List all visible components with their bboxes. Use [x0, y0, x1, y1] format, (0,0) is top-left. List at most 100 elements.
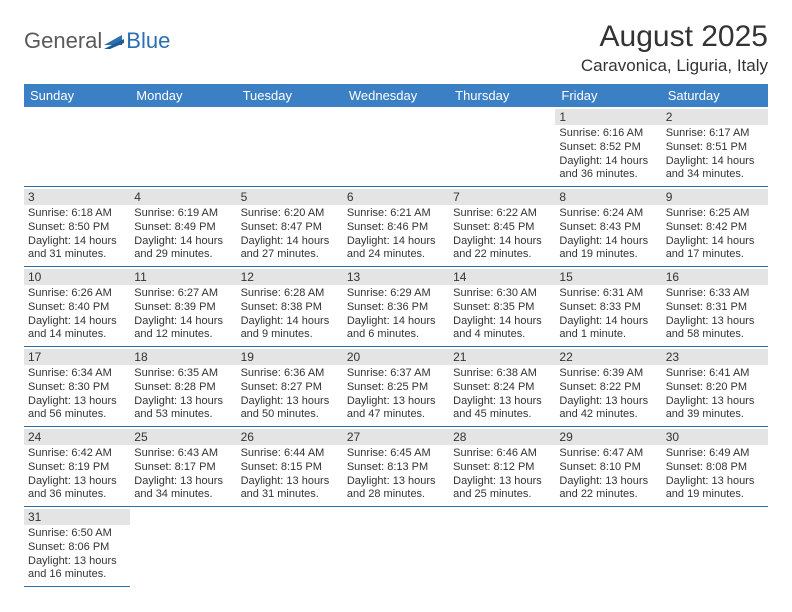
- sunset-text: Sunset: 8:17 PM: [134, 461, 232, 475]
- sunset-text: Sunset: 8:51 PM: [666, 141, 764, 155]
- sunrise-text: Sunrise: 6:34 AM: [28, 367, 126, 381]
- calendar-empty-cell: [343, 507, 449, 587]
- daylight-text: Daylight: 14 hours: [666, 155, 764, 169]
- sunset-text: Sunset: 8:50 PM: [28, 221, 126, 235]
- daylight-text: Daylight: 14 hours: [559, 235, 657, 249]
- daylight-text: Daylight: 14 hours: [559, 155, 657, 169]
- day-number: 26: [237, 429, 343, 445]
- sunrise-text: Sunrise: 6:46 AM: [453, 447, 551, 461]
- daylight-text: and 12 minutes.: [134, 328, 232, 342]
- day-number: 30: [662, 429, 768, 445]
- sunset-text: Sunset: 8:19 PM: [28, 461, 126, 475]
- sunrise-text: Sunrise: 6:20 AM: [241, 207, 339, 221]
- daylight-text: and 27 minutes.: [241, 248, 339, 262]
- title-block: August 2025 Caravonica, Liguria, Italy: [581, 20, 768, 76]
- calendar-day-cell: 21Sunrise: 6:38 AMSunset: 8:24 PMDayligh…: [449, 347, 555, 427]
- daylight-text: Daylight: 13 hours: [666, 395, 764, 409]
- calendar-day-cell: 29Sunrise: 6:47 AMSunset: 8:10 PMDayligh…: [555, 427, 661, 507]
- day-number: 18: [130, 349, 236, 365]
- calendar-table: SundayMondayTuesdayWednesdayThursdayFrid…: [24, 84, 768, 587]
- sunrise-text: Sunrise: 6:41 AM: [666, 367, 764, 381]
- daylight-text: Daylight: 13 hours: [559, 475, 657, 489]
- sunrise-text: Sunrise: 6:49 AM: [666, 447, 764, 461]
- daylight-text: and 6 minutes.: [347, 328, 445, 342]
- day-number: 20: [343, 349, 449, 365]
- brand-part2: Blue: [126, 28, 170, 54]
- day-header: Sunday: [24, 84, 130, 107]
- calendar-day-cell: 20Sunrise: 6:37 AMSunset: 8:25 PMDayligh…: [343, 347, 449, 427]
- day-number: 7: [449, 189, 555, 205]
- daylight-text: Daylight: 13 hours: [28, 395, 126, 409]
- daylight-text: Daylight: 14 hours: [134, 235, 232, 249]
- daylight-text: and 47 minutes.: [347, 408, 445, 422]
- day-number: 28: [449, 429, 555, 445]
- calendar-day-cell: 12Sunrise: 6:28 AMSunset: 8:38 PMDayligh…: [237, 267, 343, 347]
- day-number: 16: [662, 269, 768, 285]
- day-number: 31: [24, 509, 130, 525]
- daylight-text: Daylight: 13 hours: [28, 475, 126, 489]
- calendar-day-cell: 11Sunrise: 6:27 AMSunset: 8:39 PMDayligh…: [130, 267, 236, 347]
- sunrise-text: Sunrise: 6:47 AM: [559, 447, 657, 461]
- calendar-day-cell: 2Sunrise: 6:17 AMSunset: 8:51 PMDaylight…: [662, 107, 768, 187]
- sunrise-text: Sunrise: 6:35 AM: [134, 367, 232, 381]
- sunset-text: Sunset: 8:24 PM: [453, 381, 551, 395]
- day-number: 5: [237, 189, 343, 205]
- daylight-text: and 1 minute.: [559, 328, 657, 342]
- sunset-text: Sunset: 8:42 PM: [666, 221, 764, 235]
- daylight-text: and 17 minutes.: [666, 248, 764, 262]
- calendar-day-cell: 15Sunrise: 6:31 AMSunset: 8:33 PMDayligh…: [555, 267, 661, 347]
- sunset-text: Sunset: 8:45 PM: [453, 221, 551, 235]
- calendar-day-cell: 26Sunrise: 6:44 AMSunset: 8:15 PMDayligh…: [237, 427, 343, 507]
- sunset-text: Sunset: 8:39 PM: [134, 301, 232, 315]
- calendar-day-cell: 27Sunrise: 6:45 AMSunset: 8:13 PMDayligh…: [343, 427, 449, 507]
- day-number: 9: [662, 189, 768, 205]
- daylight-text: Daylight: 14 hours: [347, 235, 445, 249]
- calendar-empty-cell: [130, 107, 236, 187]
- daylight-text: and 45 minutes.: [453, 408, 551, 422]
- calendar-week: 31Sunrise: 6:50 AMSunset: 8:06 PMDayligh…: [24, 507, 768, 587]
- day-number: 13: [343, 269, 449, 285]
- calendar-empty-cell: [662, 507, 768, 587]
- calendar-empty-cell: [237, 507, 343, 587]
- day-header: Friday: [555, 84, 661, 107]
- daylight-text: Daylight: 14 hours: [28, 235, 126, 249]
- day-number: 22: [555, 349, 661, 365]
- day-number: 3: [24, 189, 130, 205]
- day-number: 8: [555, 189, 661, 205]
- sunset-text: Sunset: 8:13 PM: [347, 461, 445, 475]
- sunrise-text: Sunrise: 6:50 AM: [28, 527, 126, 541]
- page-header: General Blue August 2025 Caravonica, Lig…: [24, 20, 768, 76]
- daylight-text: and 36 minutes.: [28, 488, 126, 502]
- sunset-text: Sunset: 8:27 PM: [241, 381, 339, 395]
- calendar-day-cell: 1Sunrise: 6:16 AMSunset: 8:52 PMDaylight…: [555, 107, 661, 187]
- sunrise-text: Sunrise: 6:33 AM: [666, 287, 764, 301]
- calendar-day-cell: 3Sunrise: 6:18 AMSunset: 8:50 PMDaylight…: [24, 187, 130, 267]
- sunrise-text: Sunrise: 6:38 AM: [453, 367, 551, 381]
- sunset-text: Sunset: 8:49 PM: [134, 221, 232, 235]
- calendar-day-cell: 5Sunrise: 6:20 AMSunset: 8:47 PMDaylight…: [237, 187, 343, 267]
- sunrise-text: Sunrise: 6:45 AM: [347, 447, 445, 461]
- daylight-text: Daylight: 13 hours: [134, 475, 232, 489]
- sunrise-text: Sunrise: 6:28 AM: [241, 287, 339, 301]
- daylight-text: and 16 minutes.: [28, 568, 126, 582]
- daylight-text: Daylight: 14 hours: [453, 235, 551, 249]
- daylight-text: Daylight: 13 hours: [666, 475, 764, 489]
- calendar-body: 1Sunrise: 6:16 AMSunset: 8:52 PMDaylight…: [24, 107, 768, 587]
- sunset-text: Sunset: 8:43 PM: [559, 221, 657, 235]
- calendar-day-cell: 9Sunrise: 6:25 AMSunset: 8:42 PMDaylight…: [662, 187, 768, 267]
- calendar-day-cell: 17Sunrise: 6:34 AMSunset: 8:30 PMDayligh…: [24, 347, 130, 427]
- daylight-text: Daylight: 14 hours: [134, 315, 232, 329]
- daylight-text: and 19 minutes.: [666, 488, 764, 502]
- day-number: 2: [662, 109, 768, 125]
- daylight-text: and 58 minutes.: [666, 328, 764, 342]
- daylight-text: and 56 minutes.: [28, 408, 126, 422]
- daylight-text: and 31 minutes.: [28, 248, 126, 262]
- sunrise-text: Sunrise: 6:25 AM: [666, 207, 764, 221]
- calendar-day-cell: 30Sunrise: 6:49 AMSunset: 8:08 PMDayligh…: [662, 427, 768, 507]
- calendar-empty-cell: [130, 507, 236, 587]
- location-subtitle: Caravonica, Liguria, Italy: [581, 56, 768, 76]
- brand-part1: General: [24, 28, 102, 54]
- daylight-text: Daylight: 14 hours: [453, 315, 551, 329]
- daylight-text: Daylight: 13 hours: [134, 395, 232, 409]
- calendar-day-cell: 8Sunrise: 6:24 AMSunset: 8:43 PMDaylight…: [555, 187, 661, 267]
